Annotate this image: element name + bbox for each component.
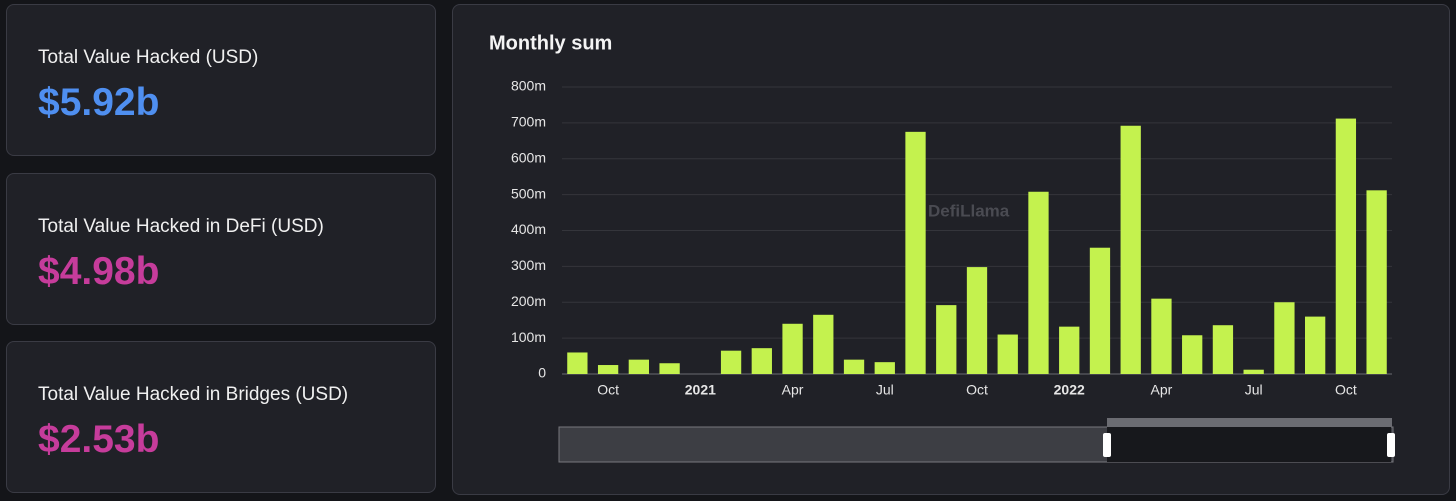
bar bbox=[628, 359, 649, 374]
bar bbox=[751, 348, 772, 374]
bar bbox=[1028, 191, 1049, 374]
card-label: Total Value Hacked in Bridges (USD) bbox=[38, 384, 349, 405]
bar bbox=[1366, 190, 1387, 374]
y-tick-label: 600m bbox=[511, 149, 546, 165]
bar bbox=[1182, 335, 1203, 374]
x-tick-label: 2021 bbox=[685, 382, 716, 398]
stat-card: Total Value Hacked in DeFi (USD) $4.98b bbox=[6, 172, 436, 325]
card-value: $4.98b bbox=[38, 249, 160, 293]
bar bbox=[1335, 118, 1357, 374]
card-label: Total Value Hacked (USD) bbox=[38, 47, 259, 68]
bar bbox=[843, 359, 865, 374]
y-tick-label: 0 bbox=[538, 365, 546, 381]
bar bbox=[1089, 247, 1111, 374]
bar bbox=[659, 363, 680, 374]
bar bbox=[1212, 325, 1234, 374]
chart-panel bbox=[452, 4, 1450, 495]
bar bbox=[1274, 302, 1295, 374]
bar bbox=[936, 305, 957, 374]
x-tick-label: Apr bbox=[1151, 382, 1173, 398]
x-tick-label: Oct bbox=[966, 382, 988, 398]
x-tick-label: Jul bbox=[1245, 382, 1263, 398]
watermark: DefiLlama bbox=[928, 201, 1010, 220]
bar bbox=[1151, 298, 1172, 374]
bar bbox=[997, 334, 1018, 374]
slider-handle[interactable] bbox=[1103, 433, 1111, 457]
chart-title: Monthly sum bbox=[489, 32, 612, 54]
bar bbox=[1120, 125, 1141, 375]
slider-handle[interactable] bbox=[1387, 433, 1395, 457]
bar bbox=[597, 365, 619, 374]
bar bbox=[782, 323, 803, 374]
x-tick-label: Oct bbox=[1335, 382, 1357, 398]
bar bbox=[905, 131, 926, 374]
slider-bar bbox=[1107, 418, 1392, 427]
y-tick-label: 800m bbox=[511, 78, 546, 94]
stat-card: Total Value Hacked in Bridges (USD) $2.53… bbox=[6, 341, 436, 493]
y-tick-label: 500m bbox=[511, 185, 546, 201]
bar bbox=[567, 352, 588, 374]
y-tick-label: 400m bbox=[511, 221, 546, 237]
y-tick-label: 200m bbox=[511, 293, 546, 309]
slider-window bbox=[1107, 427, 1391, 462]
card-value: $5.92b bbox=[38, 81, 160, 124]
bar bbox=[966, 267, 988, 374]
bar bbox=[720, 350, 742, 374]
x-tick-label: 2022 bbox=[1054, 382, 1085, 398]
x-tick-label: Apr bbox=[782, 382, 804, 398]
bar bbox=[1305, 316, 1326, 374]
y-tick-label: 100m bbox=[511, 329, 546, 345]
x-tick-label: Oct bbox=[597, 382, 619, 398]
stat-card: Total Value Hacked (USD) $5.92b bbox=[6, 4, 436, 156]
bar bbox=[1243, 369, 1264, 374]
y-tick-label: 300m bbox=[511, 257, 546, 273]
bar bbox=[1059, 326, 1080, 374]
zoom-slider[interactable] bbox=[558, 418, 1395, 463]
y-tick-label: 700m bbox=[511, 114, 546, 130]
bar bbox=[874, 362, 895, 374]
bar bbox=[813, 314, 834, 374]
x-tick-label: Jul bbox=[876, 382, 894, 398]
card-value: $2.53b bbox=[38, 418, 160, 461]
card-label: Total Value Hacked in DeFi (USD) bbox=[38, 215, 324, 237]
